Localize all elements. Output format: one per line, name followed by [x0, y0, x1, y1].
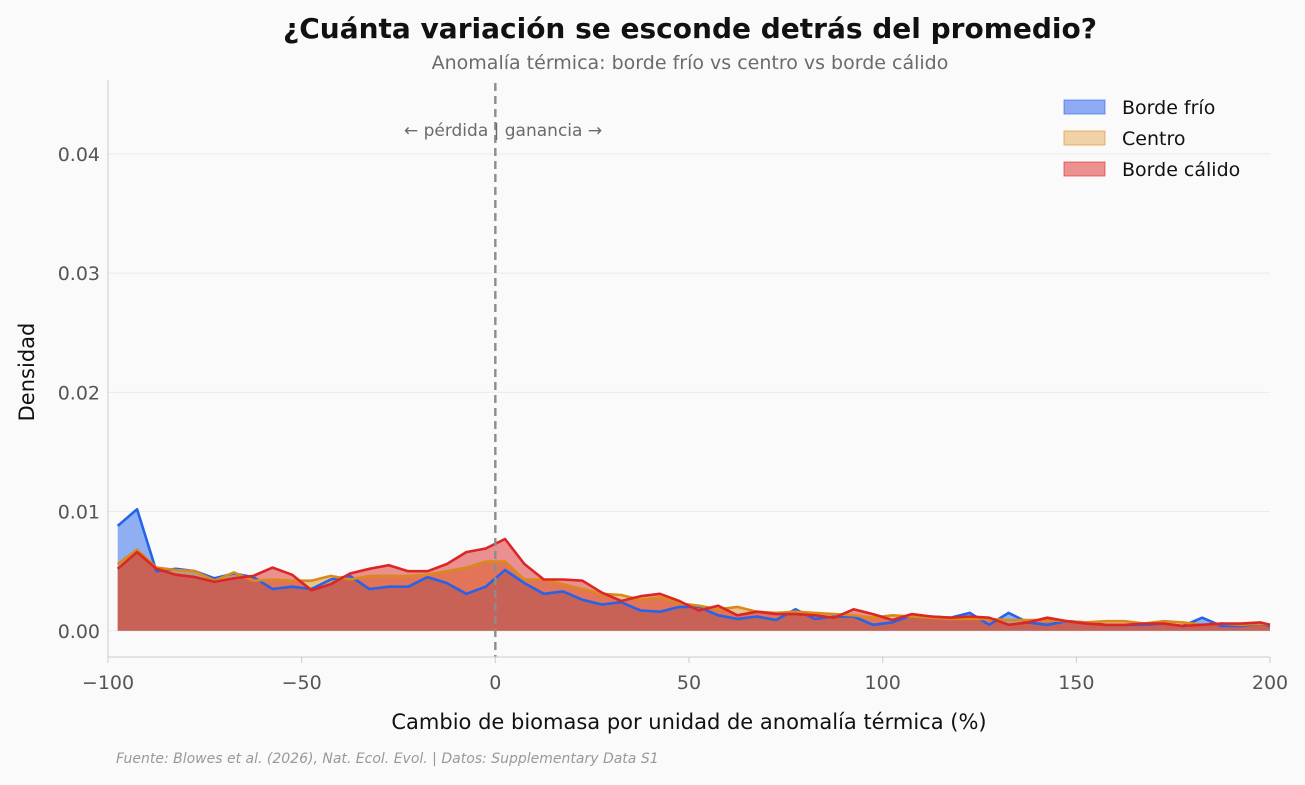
legend-item-borde-calido: Borde cálido — [1063, 159, 1240, 181]
area-borde-calido — [117, 539, 1271, 631]
y-tick-label: 0.01 — [58, 502, 100, 524]
y-tick-label: 0.00 — [58, 621, 100, 643]
x-tick-label: 200 — [1252, 672, 1288, 694]
legend-label: Centro — [1122, 128, 1185, 150]
legend: Borde frío Centro Borde cálido — [1063, 97, 1240, 181]
legend-item-borde-frio: Borde frío — [1063, 97, 1215, 119]
line-borde-calido — [116, 537, 1271, 628]
legend-label: Borde cálido — [1122, 159, 1240, 181]
y-tick-label: 0.02 — [58, 382, 100, 404]
x-axis-ticks: −100 −50 0 50 100 150 200 — [82, 657, 1288, 694]
legend-swatch — [1063, 130, 1106, 146]
legend-swatch — [1063, 161, 1106, 177]
x-tick-label: 150 — [1058, 672, 1094, 694]
density-lines — [116, 507, 1271, 628]
legend-item-centro: Centro — [1063, 128, 1185, 150]
reference-line-label: ← pérdida | ganancia → — [404, 121, 602, 141]
chart-subtitle: Anomalía térmica: borde frío vs centro v… — [432, 52, 949, 74]
y-tick-label: 0.04 — [58, 144, 100, 166]
x-tick-label: 100 — [865, 672, 901, 694]
x-tick-label: −100 — [82, 672, 134, 694]
x-axis-label: Cambio de biomasa por unidad de anomalía… — [391, 710, 986, 734]
x-tick-label: −50 — [282, 672, 322, 694]
density-areas — [117, 509, 1271, 631]
x-tick-label: 0 — [489, 672, 501, 694]
legend-label: Borde frío — [1122, 97, 1215, 119]
chart-title: ¿Cuánta variación se esconde detrás del … — [283, 12, 1097, 45]
y-axis-label: Densidad — [15, 323, 39, 422]
y-axis-ticks: 0.00 0.01 0.02 0.03 0.04 — [58, 144, 100, 643]
source-note: Fuente: Blowes et al. (2026), Nat. Ecol.… — [116, 751, 659, 767]
y-tick-label: 0.03 — [58, 263, 100, 285]
legend-swatch — [1063, 99, 1106, 115]
x-tick-label: 50 — [677, 672, 701, 694]
